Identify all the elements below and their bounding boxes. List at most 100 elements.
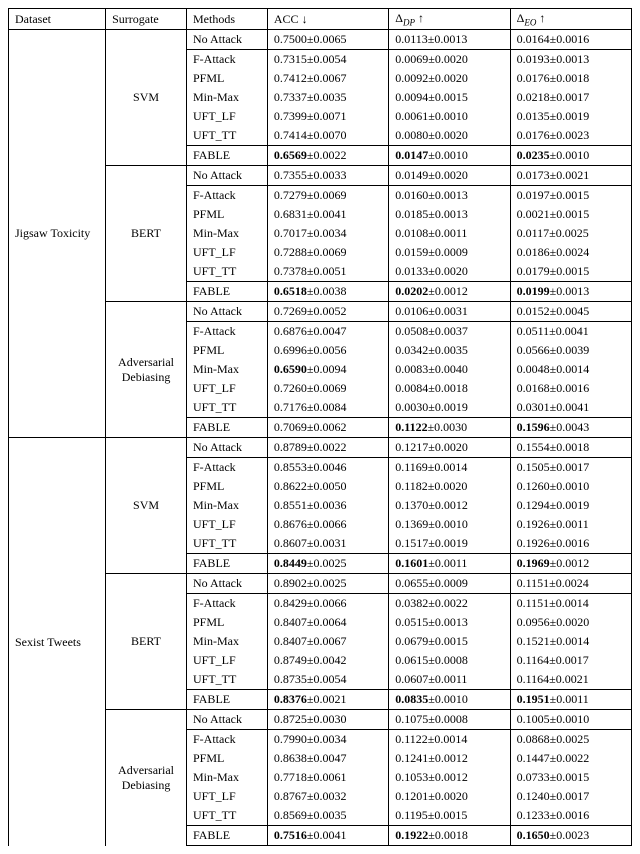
value-cell: 0.1201±0.0020 bbox=[389, 787, 510, 806]
value-cell: 0.0511±0.0041 bbox=[510, 322, 631, 342]
method-cell: Min-Max bbox=[186, 496, 267, 515]
value-cell: 0.0135±0.0019 bbox=[510, 107, 631, 126]
method-cell: FABLE bbox=[186, 826, 267, 846]
surrogate-cell: AdversarialDebiasing bbox=[106, 710, 187, 846]
header-row: Dataset Surrogate Methods ACC ↓ ΔDP ↑ ΔE… bbox=[9, 9, 632, 30]
value-cell: 0.1075±0.0008 bbox=[389, 710, 510, 730]
method-cell: UFT_LF bbox=[186, 787, 267, 806]
value-cell: 0.6876±0.0047 bbox=[267, 322, 388, 342]
method-cell: No Attack bbox=[186, 30, 267, 50]
value-cell: 0.1151±0.0024 bbox=[510, 574, 631, 594]
value-cell: 0.0021±0.0015 bbox=[510, 205, 631, 224]
value-cell: 0.1233±0.0016 bbox=[510, 806, 631, 826]
value-cell: 0.0179±0.0015 bbox=[510, 262, 631, 282]
value-cell: 0.0176±0.0018 bbox=[510, 69, 631, 88]
value-cell: 0.1554±0.0018 bbox=[510, 438, 631, 458]
col-dataset: Dataset bbox=[9, 9, 106, 30]
method-cell: F-Attack bbox=[186, 594, 267, 614]
value-cell: 0.0218±0.0017 bbox=[510, 88, 631, 107]
value-cell: 0.1164±0.0017 bbox=[510, 651, 631, 670]
value-cell: 0.0615±0.0008 bbox=[389, 651, 510, 670]
value-cell: 0.6996±0.0056 bbox=[267, 341, 388, 360]
method-cell: UFT_TT bbox=[186, 262, 267, 282]
value-cell: 0.1447±0.0022 bbox=[510, 749, 631, 768]
value-cell: 0.1969±0.0012 bbox=[510, 554, 631, 574]
value-cell: 0.8638±0.0047 bbox=[267, 749, 388, 768]
value-cell: 0.0566±0.0039 bbox=[510, 341, 631, 360]
value-cell: 0.1151±0.0014 bbox=[510, 594, 631, 614]
value-cell: 0.7399±0.0071 bbox=[267, 107, 388, 126]
method-cell: FABLE bbox=[186, 554, 267, 574]
value-cell: 0.8551±0.0036 bbox=[267, 496, 388, 515]
value-cell: 0.0342±0.0035 bbox=[389, 341, 510, 360]
value-cell: 0.0733±0.0015 bbox=[510, 768, 631, 787]
value-cell: 0.0515±0.0013 bbox=[389, 613, 510, 632]
value-cell: 0.8553±0.0046 bbox=[267, 458, 388, 478]
method-cell: UFT_LF bbox=[186, 107, 267, 126]
method-cell: UFT_TT bbox=[186, 126, 267, 146]
method-cell: UFT_LF bbox=[186, 651, 267, 670]
surrogate-cell: SVM bbox=[106, 30, 187, 166]
method-cell: No Attack bbox=[186, 166, 267, 186]
method-cell: FABLE bbox=[186, 690, 267, 710]
method-cell: No Attack bbox=[186, 438, 267, 458]
method-cell: Min-Max bbox=[186, 88, 267, 107]
method-cell: FABLE bbox=[186, 146, 267, 166]
value-cell: 0.8725±0.0030 bbox=[267, 710, 388, 730]
value-cell: 0.0655±0.0009 bbox=[389, 574, 510, 594]
value-cell: 0.7279±0.0069 bbox=[267, 186, 388, 206]
col-methods: Methods bbox=[186, 9, 267, 30]
value-cell: 0.8749±0.0042 bbox=[267, 651, 388, 670]
value-cell: 0.1517±0.0019 bbox=[389, 534, 510, 554]
value-cell: 0.1182±0.0020 bbox=[389, 477, 510, 496]
value-cell: 0.8676±0.0066 bbox=[267, 515, 388, 534]
value-cell: 0.7288±0.0069 bbox=[267, 243, 388, 262]
method-cell: Min-Max bbox=[186, 768, 267, 787]
method-cell: F-Attack bbox=[186, 458, 267, 478]
value-cell: 0.8902±0.0025 bbox=[267, 574, 388, 594]
method-cell: No Attack bbox=[186, 710, 267, 730]
value-cell: 0.7516±0.0041 bbox=[267, 826, 388, 846]
method-cell: UFT_TT bbox=[186, 670, 267, 690]
method-cell: FABLE bbox=[186, 282, 267, 302]
value-cell: 0.6590±0.0094 bbox=[267, 360, 388, 379]
value-cell: 0.1505±0.0017 bbox=[510, 458, 631, 478]
method-cell: UFT_TT bbox=[186, 534, 267, 554]
value-cell: 0.7990±0.0034 bbox=[267, 730, 388, 750]
value-cell: 0.7355±0.0033 bbox=[267, 166, 388, 186]
value-cell: 0.0159±0.0009 bbox=[389, 243, 510, 262]
value-cell: 0.0069±0.0020 bbox=[389, 50, 510, 70]
value-cell: 0.8376±0.0021 bbox=[267, 690, 388, 710]
surrogate-cell: BERT bbox=[106, 574, 187, 710]
value-cell: 0.7414±0.0070 bbox=[267, 126, 388, 146]
results-table: Dataset Surrogate Methods ACC ↓ ΔDP ↑ ΔE… bbox=[8, 8, 632, 846]
value-cell: 0.1369±0.0010 bbox=[389, 515, 510, 534]
method-cell: F-Attack bbox=[186, 322, 267, 342]
method-cell: F-Attack bbox=[186, 186, 267, 206]
method-cell: UFT_LF bbox=[186, 243, 267, 262]
value-cell: 0.8622±0.0050 bbox=[267, 477, 388, 496]
method-cell: F-Attack bbox=[186, 50, 267, 70]
value-cell: 0.0173±0.0021 bbox=[510, 166, 631, 186]
value-cell: 0.8407±0.0067 bbox=[267, 632, 388, 651]
value-cell: 0.0117±0.0025 bbox=[510, 224, 631, 243]
value-cell: 0.0199±0.0013 bbox=[510, 282, 631, 302]
method-cell: UFT_LF bbox=[186, 515, 267, 534]
value-cell: 0.0235±0.0010 bbox=[510, 146, 631, 166]
value-cell: 0.0133±0.0020 bbox=[389, 262, 510, 282]
value-cell: 0.7718±0.0061 bbox=[267, 768, 388, 787]
value-cell: 0.8429±0.0066 bbox=[267, 594, 388, 614]
value-cell: 0.1596±0.0043 bbox=[510, 418, 631, 438]
method-cell: PFML bbox=[186, 613, 267, 632]
value-cell: 0.0176±0.0023 bbox=[510, 126, 631, 146]
col-dp: ΔDP ↑ bbox=[389, 9, 510, 30]
value-cell: 0.0382±0.0022 bbox=[389, 594, 510, 614]
value-cell: 0.0080±0.0020 bbox=[389, 126, 510, 146]
value-cell: 0.8407±0.0064 bbox=[267, 613, 388, 632]
value-cell: 0.0168±0.0016 bbox=[510, 379, 631, 398]
value-cell: 0.0030±0.0019 bbox=[389, 398, 510, 418]
method-cell: FABLE bbox=[186, 418, 267, 438]
value-cell: 0.6518±0.0038 bbox=[267, 282, 388, 302]
value-cell: 0.0113±0.0013 bbox=[389, 30, 510, 50]
value-cell: 0.1521±0.0014 bbox=[510, 632, 631, 651]
